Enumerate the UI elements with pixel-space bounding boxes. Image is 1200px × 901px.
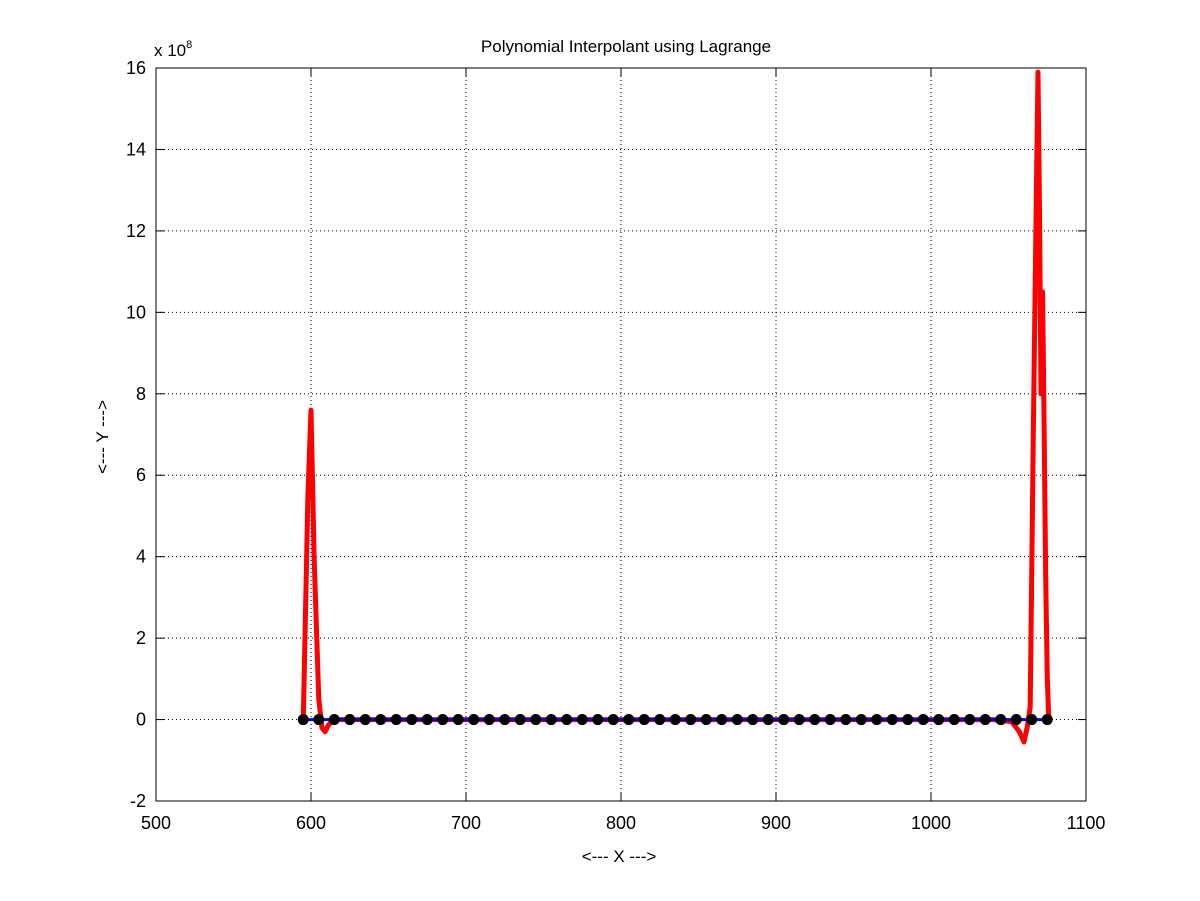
y-tick-label: 0 — [136, 710, 146, 730]
data-point-marker — [499, 714, 511, 726]
data-point-marker — [452, 714, 464, 726]
data-point-marker — [1041, 714, 1053, 726]
data-point-marker — [592, 714, 604, 726]
data-point-marker — [731, 714, 743, 726]
y-tick-label: 2 — [136, 628, 146, 648]
x-tick-label: 500 — [141, 813, 171, 833]
data-point-marker — [623, 714, 635, 726]
data-point-marker — [421, 714, 433, 726]
data-point-marker — [514, 714, 526, 726]
data-point-marker — [297, 714, 309, 726]
data-point-marker — [654, 714, 666, 726]
data-point-marker — [483, 714, 495, 726]
data-point-marker — [685, 714, 697, 726]
data-point-marker — [840, 714, 852, 726]
data-point-marker — [871, 714, 883, 726]
y-tick-label: 8 — [136, 384, 146, 404]
x-tick-label: 1100 — [1067, 813, 1106, 833]
data-point-marker — [669, 714, 681, 726]
data-point-marker — [778, 714, 790, 726]
data-point-marker — [747, 714, 759, 726]
y-tick-label: 16 — [126, 58, 146, 78]
data-point-marker — [902, 714, 914, 726]
x-axis-label: <--- X ---> — [582, 847, 657, 866]
data-point-marker — [809, 714, 821, 726]
data-point-marker — [313, 714, 325, 726]
data-point-marker — [607, 714, 619, 726]
data-point-marker — [344, 714, 356, 726]
data-point-marker — [995, 714, 1007, 726]
data-point-marker — [917, 714, 929, 726]
data-point-marker — [545, 714, 557, 726]
data-point-marker — [716, 714, 728, 726]
y-axis-exponent-base: x 10 — [154, 41, 186, 60]
x-tick-label: 800 — [606, 813, 636, 833]
data-point-marker — [328, 714, 340, 726]
data-point-marker — [390, 714, 402, 726]
chart-title: Polynomial Interpolant using Lagrange — [481, 37, 771, 56]
data-point-marker — [793, 714, 805, 726]
y-tick-label: 10 — [126, 302, 146, 322]
data-point-marker — [406, 714, 418, 726]
data-point-marker — [933, 714, 945, 726]
data-point-marker — [576, 714, 588, 726]
x-tick-label: 1000 — [911, 813, 951, 833]
data-point-marker — [359, 714, 371, 726]
data-point-marker — [700, 714, 712, 726]
y-axis-label: <--- Y ---> — [93, 400, 112, 474]
data-point-marker — [530, 714, 542, 726]
data-point-marker — [855, 714, 867, 726]
data-point-marker — [979, 714, 991, 726]
y-tick-label: 4 — [136, 547, 146, 567]
axis-ticks: 500 600 700 800 900 1000 1100 -2 0 2 4 6 8 10 12 14 16 — [126, 58, 1105, 833]
y-tick-label: 14 — [126, 139, 146, 159]
y-axis-exponent-power: 8 — [186, 39, 192, 51]
data-point-marker — [638, 714, 650, 726]
data-point-marker — [762, 714, 774, 726]
data-point-marker — [886, 714, 898, 726]
y-tick-label: -2 — [130, 791, 146, 811]
x-tick-label: 600 — [296, 813, 326, 833]
data-point-marker — [437, 714, 449, 726]
data-point-marker — [964, 714, 976, 726]
data-point-marker — [375, 714, 387, 726]
data-point-marker — [468, 714, 480, 726]
y-tick-label: 12 — [126, 221, 146, 241]
x-tick-label: 900 — [761, 813, 791, 833]
data-point-marker — [1010, 714, 1022, 726]
data-point-marker — [948, 714, 960, 726]
y-tick-label: 6 — [136, 465, 146, 485]
data-point-marker — [1026, 714, 1038, 726]
x-tick-label: 700 — [451, 813, 481, 833]
y-axis-exponent: x 108 — [154, 39, 192, 60]
data-point-marker — [561, 714, 573, 726]
series-layer — [297, 69, 1053, 745]
data-point-marker — [824, 714, 836, 726]
